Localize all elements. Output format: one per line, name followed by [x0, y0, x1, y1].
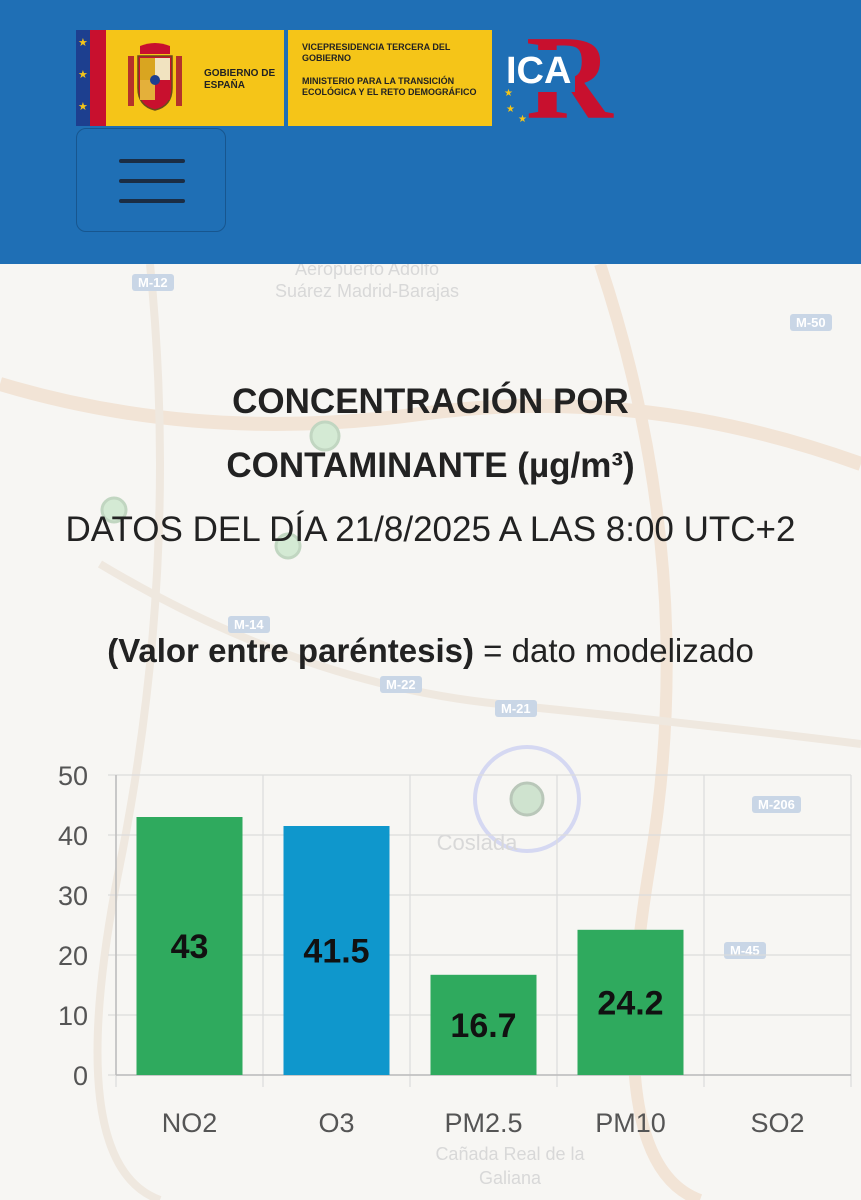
- x-tick-label: PM10: [595, 1108, 666, 1138]
- x-tick-label: NO2: [162, 1108, 218, 1138]
- y-tick-label: 40: [58, 821, 88, 851]
- x-tick-label: SO2: [750, 1108, 804, 1138]
- x-tick-label: PM2.5: [444, 1108, 522, 1138]
- modelled-value-note: (Valor entre paréntesis) = dato modeliza…: [0, 632, 861, 670]
- date-line: DATOS DEL DÍA 21/8/2025 A LAS 8:00 UTC+2: [65, 510, 796, 549]
- bar-pm25: [430, 974, 537, 1075]
- bar-value-label: 43: [171, 928, 209, 966]
- bar-pm10: [577, 929, 684, 1075]
- bar-value-label: 24.2: [597, 984, 663, 1022]
- page-title: CONCENTRACIÓN POR CONTAMINANTE (µg/m³): [226, 382, 635, 485]
- bar-o3: [283, 826, 390, 1075]
- vicepresidency-text: VICEPRESIDENCIA TERCERA DEL GOBIERNO: [302, 42, 451, 63]
- hamburger-menu-button[interactable]: [76, 128, 226, 232]
- map-place-label: Aeropuerto Adolfo Suárez Madrid-Barajas: [274, 264, 460, 301]
- ica-app-logo: R ICA ★ ★ ★: [500, 18, 614, 138]
- map-road-label: M-22: [380, 676, 422, 693]
- map-roads: [0, 264, 861, 1200]
- chart-canvas: 0 10 20 30 40 50 43 NO2 41.5 O3 16.7 PM2.5 24.2 PM10 S…: [58, 761, 852, 1138]
- note-text: = dato modelizado: [474, 632, 754, 669]
- y-tick-label: 0: [73, 1061, 88, 1091]
- map-background[interactable]: M-12 M-50 M-14 M-22 M-21 M-206 M-45 Aero…: [0, 264, 861, 1200]
- ministry-text: MINISTERIO PARA LA TRANSICIÓN ECOLÓGICA …: [302, 76, 477, 97]
- coat-of-arms-icon: [128, 43, 182, 111]
- pollutant-bar-chart: 0 10 20 30 40 50 43 NO2 41.5 O3 16.7 PM2.5 24.2 PM10 S…: [0, 760, 861, 1160]
- y-tick-label: 20: [58, 941, 88, 971]
- map-road-label: M-50: [790, 314, 832, 331]
- eu-spain-flag-icon: ★ ★ ★: [76, 30, 106, 126]
- government-banner-logo: ★ ★ ★ GOBIERNO DE ESPAÑA VICEPRESIDENCIA…: [76, 30, 492, 126]
- map-road-label: M-21: [495, 700, 537, 717]
- ica-logo-text: ICA: [502, 50, 576, 92]
- gov-name-label: GOBIERNO DE ESPAÑA: [204, 68, 276, 91]
- ministry-label: VICEPRESIDENCIA TERCERA DEL GOBIERNO MIN…: [302, 42, 492, 98]
- app-header: ★ ★ ★ GOBIERNO DE ESPAÑA VICEPRESIDENCIA…: [0, 0, 861, 264]
- bar-value-label: 41.5: [303, 933, 369, 971]
- map-place-label: Coslada: [436, 830, 518, 855]
- bar-no2: [136, 817, 243, 1075]
- bar-value-label: 16.7: [450, 1007, 516, 1045]
- note-bold-text: (Valor entre paréntesis): [107, 632, 475, 669]
- y-tick-label: 30: [58, 881, 88, 911]
- hamburger-menu-icon: [119, 159, 185, 163]
- map-road-label: M-12: [132, 274, 174, 291]
- y-tick-label: 50: [58, 761, 88, 791]
- map-place-label: Cañada Real de la Galiana: [435, 1144, 585, 1188]
- x-tick-label: O3: [318, 1108, 354, 1138]
- map-road-label: M-14: [228, 616, 270, 633]
- y-tick-label: 10: [58, 1001, 88, 1031]
- map-road-label: M-206: [752, 796, 801, 813]
